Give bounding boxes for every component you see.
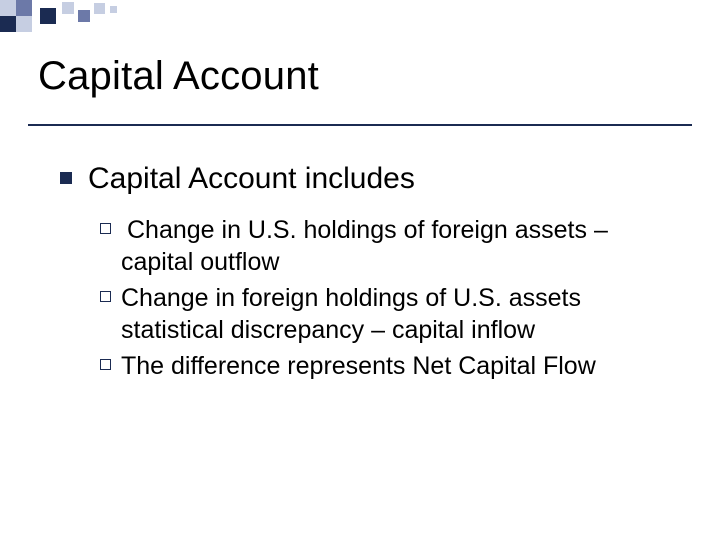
deco-square — [16, 0, 32, 16]
deco-square — [94, 3, 105, 14]
deco-square — [110, 6, 117, 13]
slide-title: Capital Account — [38, 54, 319, 99]
bullet-level2: Change in foreign holdings of U.S. asset… — [100, 282, 680, 346]
corner-decoration — [0, 0, 720, 30]
square-bullet-hollow-icon — [100, 359, 111, 370]
title-underline — [28, 124, 692, 126]
deco-square — [40, 8, 56, 24]
bullet-level2: Change in U.S. holdings of foreign asset… — [100, 214, 680, 278]
deco-square — [78, 10, 90, 22]
square-bullet-solid-icon — [60, 172, 72, 184]
square-bullet-hollow-icon — [100, 223, 111, 234]
sublist: Change in U.S. holdings of foreign asset… — [100, 214, 680, 382]
deco-square — [16, 16, 32, 32]
level2-text-content: Change in U.S. holdings of foreign asset… — [121, 216, 608, 276]
bullet-level2: The difference represents Net Capital Fl… — [100, 350, 680, 382]
deco-square — [0, 16, 16, 32]
level2-text: The difference represents Net Capital Fl… — [121, 350, 596, 382]
square-bullet-hollow-icon — [100, 291, 111, 302]
deco-square — [0, 0, 16, 16]
level1-text: Capital Account includes — [88, 160, 415, 198]
title-container: Capital Account — [38, 54, 319, 99]
level2-text: Change in foreign holdings of U.S. asset… — [121, 282, 680, 346]
bullet-level1: Capital Account includes — [60, 160, 680, 198]
body-content: Capital Account includes Change in U.S. … — [60, 160, 680, 386]
slide: Capital Account Capital Account includes… — [0, 0, 720, 540]
deco-square — [62, 2, 74, 14]
level2-text: Change in U.S. holdings of foreign asset… — [121, 214, 680, 278]
